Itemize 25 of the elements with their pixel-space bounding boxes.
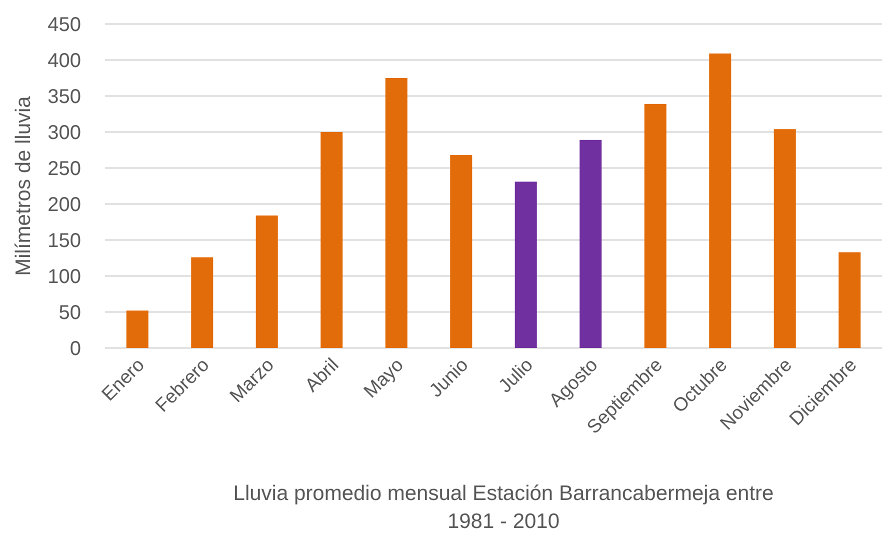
bar: [774, 129, 796, 348]
y-tick-label: 200: [48, 194, 81, 216]
y-tick-label: 300: [48, 122, 81, 144]
x-tick-label: Julio: [494, 354, 538, 398]
y-tick-label: 450: [48, 14, 81, 36]
bar: [580, 140, 602, 348]
y-tick-label: 150: [48, 230, 81, 252]
y-axis-title: Milímetros de lluvia: [12, 96, 35, 276]
y-tick-label: 400: [48, 50, 81, 72]
bar: [450, 155, 472, 348]
y-tick-label: 100: [48, 266, 81, 288]
bar: [191, 257, 214, 348]
bar: [514, 182, 537, 348]
y-tick-label: 350: [48, 86, 81, 108]
bar: [126, 310, 148, 348]
bar: [320, 132, 343, 348]
bar: [385, 78, 408, 348]
bar: [709, 54, 732, 348]
y-tick-label: 50: [58, 302, 81, 324]
bar: [256, 216, 278, 348]
bar: [644, 104, 666, 348]
y-tick-label: 250: [48, 158, 81, 180]
x-axis-title: Lluvia promedio mensual Estación Barrancabermeja entre 1981 - 2010: [233, 482, 774, 533]
y-tick-label: 0: [70, 338, 81, 360]
bar: [838, 252, 861, 348]
